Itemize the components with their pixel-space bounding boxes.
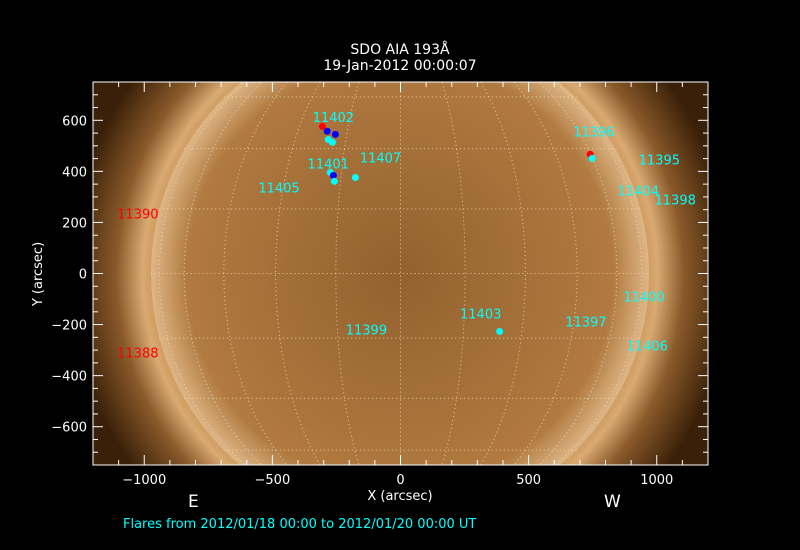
flare-point bbox=[330, 177, 338, 185]
flare-time-range: Flares from 2012/01/18 00:00 to 2012/01/… bbox=[123, 517, 477, 532]
flare-point bbox=[496, 327, 504, 335]
y-tick-label: −200 bbox=[51, 319, 87, 334]
active-region-label: 11395 bbox=[639, 153, 680, 168]
y-axis-label: Y (arcsec) bbox=[31, 242, 46, 307]
y-tick-label: −400 bbox=[51, 370, 87, 385]
active-region-label: 11398 bbox=[655, 193, 696, 208]
active-region-label: 11396 bbox=[573, 125, 614, 140]
x-axis-label: X (arcsec) bbox=[367, 489, 432, 504]
x-tick-label: 500 bbox=[516, 473, 541, 488]
flare-point bbox=[328, 138, 336, 146]
longitude-line bbox=[441, 82, 466, 465]
longitude-line bbox=[335, 82, 360, 465]
active-region-label: 11405 bbox=[258, 181, 299, 196]
y-tick-label: 200 bbox=[62, 216, 87, 231]
active-region-label: 11388 bbox=[117, 347, 158, 362]
flare-point bbox=[331, 130, 339, 138]
active-region-label: 11403 bbox=[460, 308, 501, 323]
chart-title: SDO AIA 193Å bbox=[350, 42, 450, 58]
active-region-label: 11399 bbox=[346, 324, 387, 339]
chart-subtitle: 19-Jan-2012 00:00:07 bbox=[323, 58, 477, 74]
east-label: E bbox=[188, 492, 199, 512]
active-region-label: 11401 bbox=[308, 157, 349, 172]
flare-point bbox=[351, 173, 359, 181]
y-tick-label: 0 bbox=[79, 268, 87, 283]
flare-point bbox=[588, 154, 596, 162]
x-tick-label: −500 bbox=[255, 473, 291, 488]
active-region-label: 11404 bbox=[618, 185, 659, 200]
active-region-label: 11402 bbox=[313, 111, 354, 126]
active-region-label: 11406 bbox=[627, 340, 668, 355]
x-tick-label: 1000 bbox=[640, 473, 673, 488]
flare-point bbox=[318, 122, 326, 130]
x-tick-label: −1000 bbox=[122, 473, 166, 488]
y-tick-label: −600 bbox=[51, 421, 87, 436]
active-region-label: 11400 bbox=[624, 290, 665, 305]
flare-point bbox=[329, 171, 337, 179]
active-region-label: 11397 bbox=[565, 316, 606, 331]
flare-point bbox=[323, 127, 331, 135]
active-region-label: 11390 bbox=[117, 207, 158, 222]
x-tick-label: 0 bbox=[396, 473, 404, 488]
y-tick-label: 600 bbox=[62, 114, 87, 129]
west-label: W bbox=[604, 492, 621, 512]
solar-disk bbox=[151, 82, 649, 465]
sun-image bbox=[93, 82, 708, 465]
active-region-label: 11407 bbox=[360, 151, 401, 166]
heliographic-grid bbox=[150, 82, 651, 465]
y-tick-label: 400 bbox=[62, 165, 87, 180]
